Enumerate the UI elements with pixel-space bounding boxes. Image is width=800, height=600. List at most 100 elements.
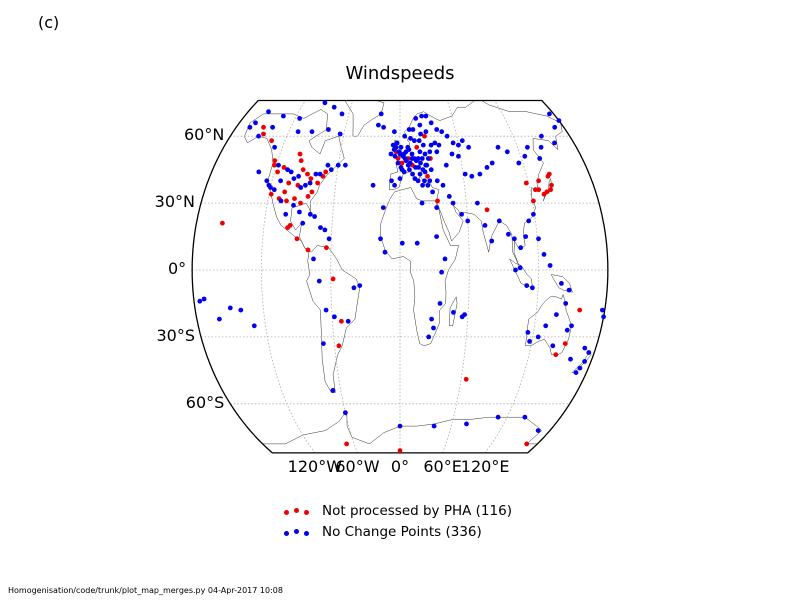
station-point-no-change (266, 109, 271, 115)
red-station-layer (220, 124, 583, 453)
station-point-no-change (321, 341, 326, 346)
station-point-not-processed (422, 133, 427, 139)
station-point-not-processed (463, 376, 469, 382)
station-point-no-change (434, 205, 440, 211)
station-point-not-processed (549, 182, 554, 188)
station-point-no-change (418, 131, 423, 137)
station-point-not-processed (397, 448, 403, 453)
station-point-no-change (495, 144, 501, 150)
station-point-no-change (427, 178, 433, 184)
station-point-not-processed (309, 189, 315, 195)
footer-path: Homogenisation/code/trunk/plot_map_merge… (8, 586, 283, 595)
station-point-no-change (272, 144, 277, 150)
station-point-no-change (381, 124, 386, 130)
station-point-no-change (309, 129, 315, 135)
station-point-not-processed (284, 198, 289, 204)
station-point-no-change (409, 151, 415, 157)
station-point-no-change (415, 156, 421, 161)
station-point-not-processed (484, 207, 490, 213)
lon-label-60e: 60°E (423, 456, 462, 476)
station-point-no-change (316, 278, 322, 284)
station-point-no-change (543, 323, 549, 329)
station-point-not-processed (292, 196, 297, 202)
station-point-no-change (307, 211, 313, 217)
station-point-no-change (600, 307, 605, 313)
station-point-not-processed (577, 307, 583, 313)
station-point-no-change (351, 285, 357, 291)
lon-label-120w: 120°W (287, 456, 343, 476)
station-point-no-change (382, 249, 388, 255)
station-point-no-change (396, 149, 402, 155)
station-point-no-change (535, 428, 541, 433)
station-point-no-change (434, 127, 440, 132)
station-point-no-change (430, 189, 435, 195)
station-point-no-change (318, 225, 323, 231)
station-point-no-change (416, 165, 421, 170)
station-point-no-change (399, 240, 405, 246)
station-point-no-change (417, 122, 423, 128)
station-point-no-change (407, 167, 412, 173)
station-point-no-change (535, 334, 541, 340)
station-point-no-change (525, 330, 531, 335)
station-point-no-change (268, 185, 273, 190)
station-point-no-change (417, 149, 423, 155)
station-point-no-change (582, 345, 588, 351)
station-point-no-change (527, 339, 532, 344)
station-point-no-change (439, 129, 445, 135)
station-point-no-change (276, 162, 281, 168)
station-point-no-change (285, 167, 290, 173)
station-point-no-change (271, 187, 277, 193)
station-point-no-change (227, 305, 233, 311)
coastline-layer (244, 100, 592, 445)
lat-label-60n: 60°N (183, 125, 225, 145)
station-point-no-change (516, 160, 522, 166)
station-point-no-change (326, 127, 331, 132)
station-point-no-change (298, 185, 304, 190)
station-point-no-change (577, 365, 583, 371)
station-point-not-processed (285, 225, 290, 231)
station-point-no-change (420, 142, 426, 148)
station-point-not-processed (286, 180, 292, 186)
station-point-no-change (466, 144, 471, 150)
station-point-no-change (450, 200, 456, 206)
station-point-no-change (547, 111, 552, 117)
station-point-no-change (437, 301, 443, 306)
map-title: Windspeeds (345, 63, 455, 84)
coastline (244, 109, 360, 393)
station-point-no-change (410, 127, 416, 132)
station-point-no-change (431, 325, 436, 331)
station-point-no-change (313, 171, 319, 177)
station-point-not-processed (300, 167, 306, 173)
station-point-no-change (391, 147, 397, 153)
station-point-no-change (323, 307, 329, 313)
station-point-no-change (326, 236, 332, 242)
station-point-no-change (434, 234, 439, 240)
station-point-not-processed (425, 173, 430, 179)
station-point-no-change (459, 211, 464, 217)
station-point-not-processed (294, 236, 300, 242)
station-point-no-change (536, 236, 541, 242)
station-point-no-change (504, 149, 510, 155)
station-point-no-change (424, 162, 430, 168)
station-point-no-change (428, 167, 434, 173)
station-point-no-change (394, 140, 400, 146)
lat-label-60s: 60°S (185, 392, 225, 412)
meridian-gridline (442, 100, 470, 453)
station-point-no-change (523, 234, 529, 240)
station-point-not-processed (272, 162, 277, 168)
station-point-no-change (398, 144, 404, 150)
station-point-no-change (238, 307, 244, 313)
station-point-no-change (423, 129, 429, 135)
station-point-no-change (413, 116, 419, 121)
station-point-no-change (291, 202, 296, 208)
station-point-no-change (357, 283, 363, 288)
station-point-no-change (201, 296, 207, 302)
station-point-no-change (469, 173, 475, 179)
station-point-no-change (423, 113, 429, 119)
station-point-not-processed (548, 187, 553, 193)
station-point-not-processed (323, 169, 329, 175)
station-point-no-change (465, 218, 471, 224)
lon-label-120e: 120°E (460, 456, 510, 476)
station-point-no-change (420, 182, 425, 188)
station-point-not-processed (523, 180, 529, 186)
